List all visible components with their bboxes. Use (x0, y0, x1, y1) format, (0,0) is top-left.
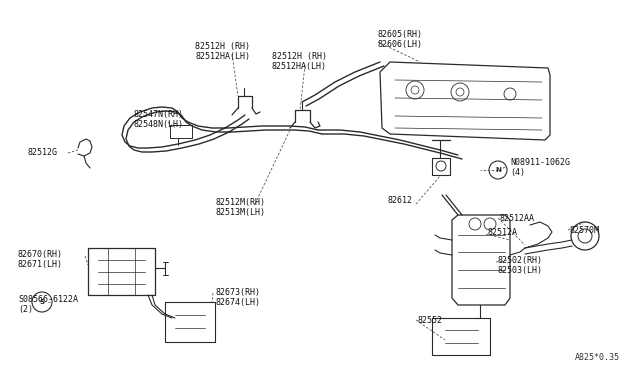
Text: 82605(RH)
82606(LH): 82605(RH) 82606(LH) (378, 30, 423, 49)
Text: 82612: 82612 (388, 196, 413, 205)
Text: 82512H (RH)
82512HA(LH): 82512H (RH) 82512HA(LH) (195, 42, 250, 61)
Text: 82552: 82552 (418, 316, 443, 325)
Text: N: N (495, 167, 501, 173)
Text: 82673(RH)
82674(LH): 82673(RH) 82674(LH) (215, 288, 260, 307)
Text: A825*0.35: A825*0.35 (575, 353, 620, 362)
Text: 82502(RH)
82503(LH): 82502(RH) 82503(LH) (498, 256, 543, 275)
Text: N08911-1062G
(4): N08911-1062G (4) (510, 158, 570, 177)
Text: S08566-6122A
(2): S08566-6122A (2) (18, 295, 78, 314)
Text: 82547N(RH)
82548N(LH): 82547N(RH) 82548N(LH) (133, 110, 183, 129)
Text: 82570M: 82570M (570, 226, 600, 235)
Text: S: S (40, 299, 45, 305)
Text: 82512A: 82512A (488, 228, 518, 237)
Text: 82512H (RH)
82512HA(LH): 82512H (RH) 82512HA(LH) (272, 52, 327, 71)
Text: 82512G: 82512G (28, 148, 58, 157)
Text: 82512AA: 82512AA (500, 214, 535, 223)
Text: 82512M(RH)
82513M(LH): 82512M(RH) 82513M(LH) (215, 198, 265, 217)
Text: 82670(RH)
82671(LH): 82670(RH) 82671(LH) (18, 250, 63, 269)
